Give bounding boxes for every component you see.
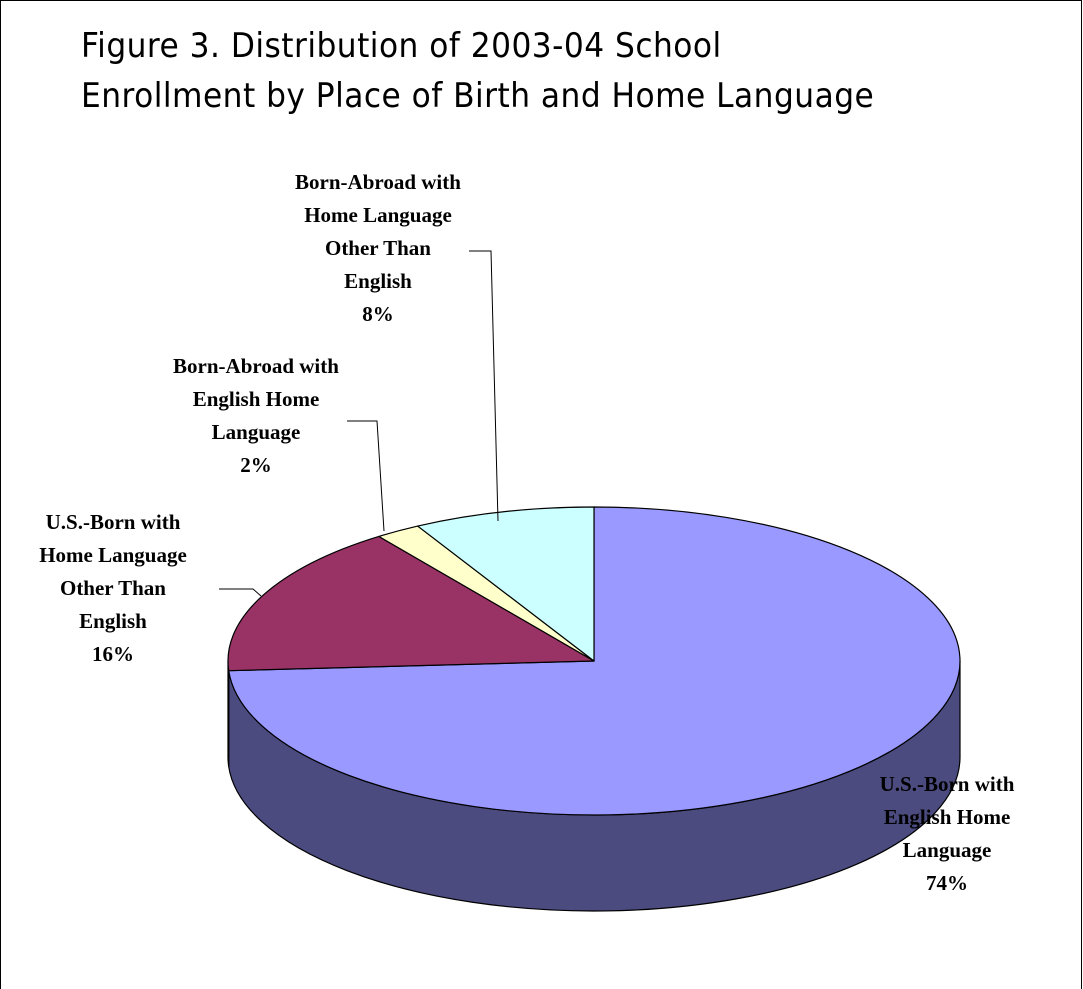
slice-name-label: Language xyxy=(212,420,301,444)
slice-name-label: English xyxy=(79,609,147,633)
pie-slice xyxy=(417,506,595,662)
chart-title: Figure 3. Distribution of 2003-04 School… xyxy=(81,21,874,121)
slice-label: U.S.-Born with English Home Language 74% xyxy=(880,772,1015,895)
slice-name-label: English xyxy=(344,269,412,293)
slice-label: U.S.-Born with Home Language Other Than Eng… xyxy=(39,510,187,666)
chart-title-line-1: Figure 3. Distribution of 2003-04 School xyxy=(81,26,722,66)
slice-name-label: Other Than xyxy=(60,576,166,600)
slice-name-label: Born-Abroad with xyxy=(173,354,339,378)
slice-name-label: Born-Abroad with xyxy=(295,170,461,194)
pie-tops xyxy=(227,506,961,816)
leader-line xyxy=(347,420,385,532)
slice-name-label: Other Than xyxy=(325,236,431,260)
slice-name-label: Language xyxy=(903,838,992,862)
slice-name-label: U.S.-Born with xyxy=(46,510,181,534)
slice-name-label: English Home xyxy=(193,387,320,411)
slice-name-label: U.S.-Born with xyxy=(880,772,1015,796)
chart-title-line-2: Enrollment by Place of Birth and Home La… xyxy=(81,76,875,116)
pie-slice-side xyxy=(227,660,230,767)
slice-percent-label: 16% xyxy=(92,642,134,666)
leader-line xyxy=(219,588,262,597)
slice-label: Born-Abroad with English Home Language 2% xyxy=(173,354,339,477)
leader-line xyxy=(469,250,499,522)
slice-name-label: Home Language xyxy=(39,543,187,567)
slice-name-label: English Home xyxy=(884,805,1011,829)
slice-label: Born-Abroad with Home Language Other Than E… xyxy=(295,170,461,326)
slice-percent-label: 74% xyxy=(926,871,968,895)
pie-leaders xyxy=(219,250,499,597)
pie-slice xyxy=(227,535,595,672)
slice-percent-label: 2% xyxy=(240,453,272,477)
slice-name-label: Home Language xyxy=(304,203,452,227)
slice-percent-label: 8% xyxy=(362,302,394,326)
